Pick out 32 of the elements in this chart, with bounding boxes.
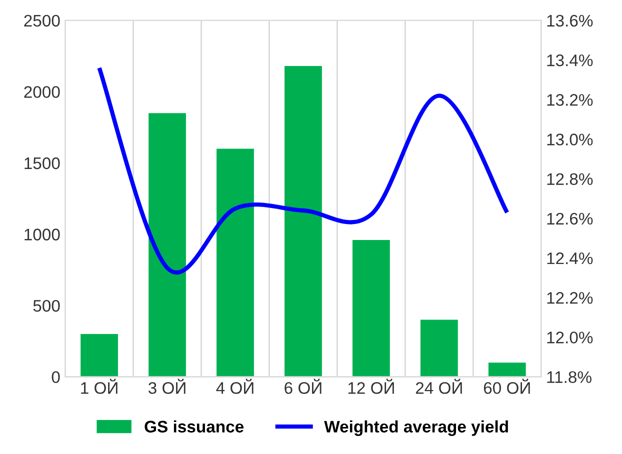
y-tick-label: 2000	[24, 86, 60, 98]
y2-tick-label: 13.4%	[547, 54, 593, 66]
bar	[80, 334, 118, 377]
y2-tick-label: 12.8%	[547, 173, 593, 186]
bar	[420, 320, 458, 377]
bar	[216, 148, 254, 377]
x-tick-label: 60 ОЙ	[484, 378, 530, 394]
x-tick-label: 4 ОЙ	[216, 378, 254, 394]
y2-tick-label: 12.0%	[547, 332, 593, 344]
y-tick-label: 500	[33, 300, 60, 312]
legend-label: Weighted average yield	[324, 420, 508, 436]
bar	[488, 362, 526, 377]
y2-tick-label: 12.4%	[547, 252, 593, 264]
y-tick-label: 0	[52, 371, 60, 384]
y-tick-label: 1500	[24, 157, 60, 170]
y2-tick-label: 12.2%	[547, 292, 593, 304]
x-tick-label: 3 ОЙ	[148, 378, 186, 394]
y2-tick-label: 11.8%	[547, 371, 592, 384]
bar	[148, 113, 186, 377]
y2-tick-label: 12.6%	[547, 212, 593, 225]
y-tick-label: 1000	[24, 228, 60, 240]
bar	[284, 66, 322, 377]
x-tick-label: 24 ОЙ	[416, 378, 462, 394]
y2-tick-label: 13.6%	[547, 14, 593, 27]
y-tick-label: 2500	[24, 14, 60, 27]
x-tick-label: 12 ОЙ	[348, 378, 394, 394]
bar	[352, 240, 390, 377]
y2-tick-label: 13.2%	[547, 94, 593, 106]
x-tick-label: 6 ОЙ	[284, 378, 322, 394]
x-tick-label: 1 ОЙ	[81, 378, 118, 394]
y2-tick-label: 13.0%	[547, 134, 593, 146]
legend-label: GS issuance	[144, 420, 244, 433]
